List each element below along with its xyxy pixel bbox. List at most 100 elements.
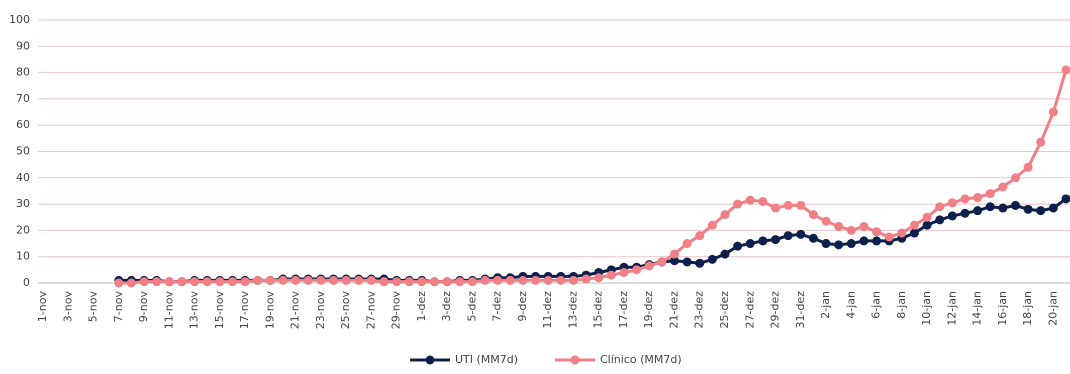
point xyxy=(960,209,969,218)
y-tick-label: 10 xyxy=(16,250,30,263)
point xyxy=(998,183,1007,192)
point xyxy=(960,194,969,203)
point xyxy=(683,239,692,248)
point xyxy=(847,239,856,248)
x-tick-label: 11-dez xyxy=(541,291,554,329)
point xyxy=(594,273,603,282)
point xyxy=(948,198,957,207)
point xyxy=(1036,138,1045,147)
legend-label: UTI (MM7d) xyxy=(455,353,518,366)
y-tick-label: 70 xyxy=(16,92,30,105)
x-tick-label: 12-jan xyxy=(945,291,958,326)
x-tick-label: 3-nov xyxy=(61,291,74,323)
point xyxy=(152,277,161,286)
point xyxy=(430,277,439,286)
point xyxy=(758,197,767,206)
point xyxy=(253,276,262,285)
x-tick-label: 4-jan xyxy=(844,291,857,319)
point xyxy=(859,236,868,245)
point xyxy=(1011,173,1020,182)
x-tick-label: 14-jan xyxy=(971,291,984,326)
point xyxy=(619,268,628,277)
x-tick-label: 13-dez xyxy=(566,291,579,329)
point xyxy=(923,213,932,222)
point xyxy=(291,276,300,285)
point xyxy=(354,276,363,285)
point xyxy=(114,279,123,288)
point xyxy=(468,277,477,286)
x-tick-label: 5-dez xyxy=(465,291,478,322)
x-tick-label: 27-dez xyxy=(743,291,756,329)
point xyxy=(1036,206,1045,215)
legend-label: Clínico (MM7d) xyxy=(600,353,682,366)
point xyxy=(342,276,351,285)
point xyxy=(695,259,704,268)
point xyxy=(215,277,224,286)
point xyxy=(923,221,932,230)
point xyxy=(897,229,906,238)
x-tick-label: 10-jan xyxy=(920,291,933,326)
x-tick-label: 7-nov xyxy=(112,291,125,323)
x-tick-label: 15-dez xyxy=(592,291,605,329)
point xyxy=(784,201,793,210)
x-tick-label: 21-dez xyxy=(667,291,680,329)
y-tick-label: 20 xyxy=(16,223,30,236)
x-tick-label: 19-dez xyxy=(642,291,655,329)
point xyxy=(822,239,831,248)
point xyxy=(1011,201,1020,210)
point xyxy=(380,277,389,286)
point xyxy=(316,276,325,285)
y-tick-label: 50 xyxy=(16,145,30,158)
point xyxy=(834,240,843,249)
point xyxy=(556,276,565,285)
point xyxy=(569,276,578,285)
point xyxy=(784,231,793,240)
point xyxy=(695,231,704,240)
x-tick-label: 17-dez xyxy=(617,291,630,329)
point xyxy=(746,239,755,248)
point xyxy=(733,200,742,209)
point xyxy=(910,221,919,230)
y-tick-label: 100 xyxy=(9,13,30,26)
point xyxy=(367,276,376,285)
point xyxy=(481,276,490,285)
point xyxy=(885,232,894,241)
x-tick-label: 15-nov xyxy=(213,291,226,330)
x-tick-label: 23-dez xyxy=(693,291,706,329)
x-tick-label: 7-dez xyxy=(491,291,504,322)
x-tick-label: 6-jan xyxy=(870,291,883,319)
point xyxy=(758,236,767,245)
legend-item: UTI (MM7d) xyxy=(410,353,518,366)
point xyxy=(228,277,237,286)
point xyxy=(670,250,679,259)
point xyxy=(809,210,818,219)
point xyxy=(1024,163,1033,172)
x-tick-label: 19-nov xyxy=(263,291,276,330)
point xyxy=(847,226,856,235)
x-tick-label: 27-nov xyxy=(364,291,377,330)
point xyxy=(544,276,553,285)
point xyxy=(771,204,780,213)
x-tick-label: 1-nov xyxy=(36,291,49,323)
y-tick-label: 80 xyxy=(16,66,30,79)
y-tick-label: 30 xyxy=(16,197,30,210)
point xyxy=(809,234,818,243)
y-tick-label: 90 xyxy=(16,39,30,52)
series-line xyxy=(119,70,1066,283)
point xyxy=(708,255,717,264)
point xyxy=(973,206,982,215)
point xyxy=(266,276,275,285)
point xyxy=(127,279,136,288)
point xyxy=(973,193,982,202)
x-tick-label: 23-nov xyxy=(314,291,327,330)
point xyxy=(935,202,944,211)
point xyxy=(455,277,464,286)
point xyxy=(733,242,742,251)
series-line xyxy=(119,199,1066,282)
point xyxy=(872,236,881,245)
point xyxy=(582,275,591,284)
point xyxy=(771,235,780,244)
x-tick-label: 1-dez xyxy=(415,291,428,322)
point xyxy=(796,201,805,210)
x-tick-label: 25-dez xyxy=(718,291,731,329)
